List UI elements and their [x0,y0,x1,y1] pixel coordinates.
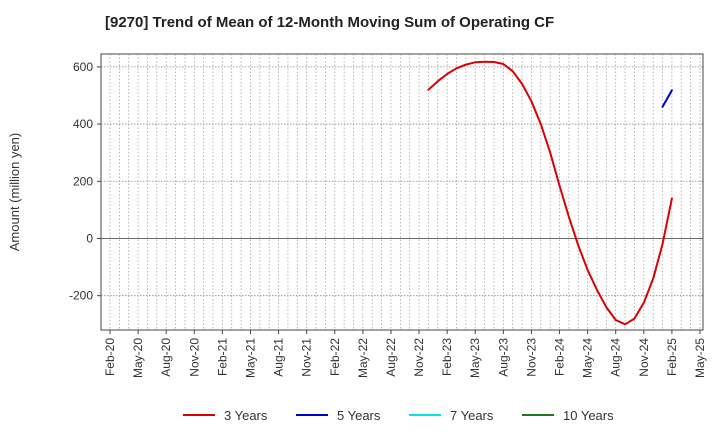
legend-label: 3 Years [224,408,268,423]
y-tick-label: 0 [86,231,93,245]
x-tick-label: Feb-24 [553,338,567,376]
y-tick-label: 400 [73,117,93,131]
x-tick-label: May-24 [581,338,595,378]
series-line-3-years [427,60,673,326]
y-tick-label: 200 [73,174,93,188]
legend-label: 10 Years [563,408,614,423]
x-tick-label: Nov-24 [637,338,651,377]
y-tick-label: -200 [69,289,93,303]
x-tick-label: May-23 [468,338,482,378]
x-tick-label: Aug-22 [384,338,398,377]
x-tick-label: Feb-22 [328,338,342,376]
x-tick-label: Aug-24 [609,338,623,377]
plot-frame [100,53,704,331]
x-tick-label: Nov-23 [524,338,538,377]
legend-label: 5 Years [337,408,381,423]
x-tick-label: May-25 [693,338,707,378]
x-tick-label: Nov-21 [300,338,314,377]
y-axis-label: Amount (million yen) [7,133,22,252]
x-tick-label: Aug-23 [496,338,510,377]
legend-label: 7 Years [450,408,494,423]
x-tick-label: Feb-23 [440,338,454,376]
y-tick-label: 600 [73,60,93,74]
x-tick-label: Nov-22 [412,338,426,377]
x-tick-label: May-20 [131,338,145,378]
x-tick-label: Aug-21 [272,338,286,377]
x-tick-label: May-22 [356,338,370,378]
series-line-5-years [661,89,673,108]
x-tick-label: Nov-20 [187,338,201,377]
x-tick-label: Feb-25 [665,338,679,376]
x-tick-label: Aug-20 [159,338,173,377]
chart-title: [9270] Trend of Mean of 12-Month Moving … [105,14,555,31]
x-tick-label: May-21 [243,338,257,378]
x-tick-label: Feb-20 [103,338,117,376]
x-tick-label: Feb-21 [215,338,229,376]
